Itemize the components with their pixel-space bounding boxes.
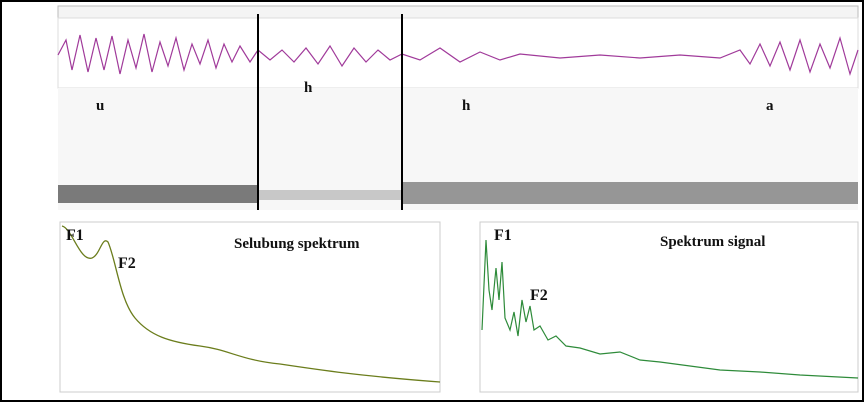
peak-label: F1 [494, 227, 512, 244]
time-ruler [57, 5, 859, 19]
waveform-area [57, 17, 859, 89]
formant-band [402, 182, 858, 204]
peak-label: F2 [530, 287, 548, 304]
formant-band [258, 190, 402, 200]
formant-band [58, 185, 258, 203]
segment-label: a [766, 98, 774, 114]
envelope-curve [61, 225, 441, 383]
peak-label: F1 [66, 227, 84, 244]
panel-title: Selubung spektrum [234, 236, 360, 252]
panel-title: Spektrum signal [660, 234, 765, 250]
envelope-plot [59, 221, 441, 393]
waveform [57, 33, 859, 77]
signal-curve [481, 239, 859, 379]
segment-label: h [304, 80, 313, 96]
peak-label: F2 [118, 255, 136, 272]
segment-label: h [462, 98, 471, 114]
segment-label: u [96, 98, 104, 114]
